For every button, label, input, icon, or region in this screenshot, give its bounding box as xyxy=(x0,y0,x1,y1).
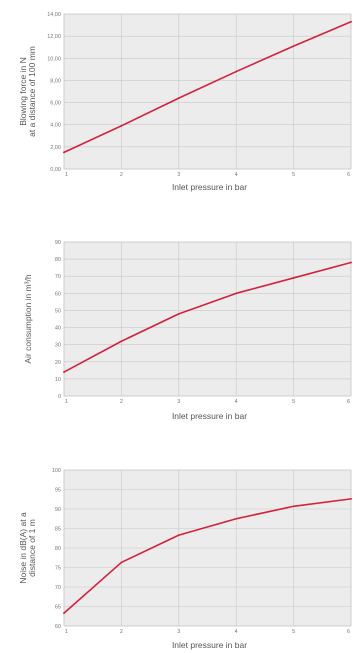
y-tick-label: 0 xyxy=(58,394,61,400)
x-tick-label: 3 xyxy=(177,399,180,405)
y-tick-label: 30 xyxy=(55,343,61,349)
data-point xyxy=(120,561,123,564)
y-tick-label: 0,00 xyxy=(50,167,61,173)
x-tick-label: 2 xyxy=(120,399,123,405)
data-point xyxy=(177,534,180,537)
y-tick-label: 50 xyxy=(55,308,61,314)
data-point xyxy=(63,151,65,154)
y-axis-label: at a distance of 100 mm xyxy=(27,46,37,137)
y-tick-label: 70 xyxy=(55,585,61,591)
x-tick-label: 1 xyxy=(65,172,68,178)
y-tick-label: 10 xyxy=(55,377,61,383)
chart-air-consumption: 0 10 20 30 40 50 60 70 80 90 1 2 3 4 5 6 Inlet pressure … xyxy=(23,240,352,421)
data-point xyxy=(177,97,180,100)
chart-blowing-force: 0,00 2,00 4,00 6,00 8,00 10,00 12,00 14,00 1 2 3 4 5… xyxy=(18,12,352,192)
x-tick-label: 6 xyxy=(347,399,350,405)
x-axis-label: Inlet pressure in bar xyxy=(172,640,247,650)
x-tick-label: 1 xyxy=(65,629,68,635)
data-point xyxy=(292,45,295,48)
x-tick-label: 3 xyxy=(177,629,180,635)
y-axis-label: Blowing force in N xyxy=(18,57,28,126)
y-tick-label: 6,00 xyxy=(50,101,61,107)
series-line-blowing-force xyxy=(63,20,352,154)
y-tick-label: 4,00 xyxy=(50,123,61,129)
series-line-air-consumption xyxy=(63,261,352,373)
x-tick-label: 4 xyxy=(235,629,238,635)
y-tick-label: 10,00 xyxy=(47,56,61,62)
data-point xyxy=(177,312,180,315)
x-tick-label: 6 xyxy=(347,172,350,178)
y-tick-label: 100 xyxy=(52,468,61,474)
y-axis-label: Noise in dB(A) at a xyxy=(18,512,28,584)
y-tick-label: 20 xyxy=(55,360,61,366)
x-tick-label: 6 xyxy=(347,629,350,635)
y-tick-label: 60 xyxy=(55,291,61,297)
data-point xyxy=(63,371,65,373)
x-tick-label: 5 xyxy=(292,172,295,178)
x-tick-label: 2 xyxy=(120,629,123,635)
data-point xyxy=(235,517,238,520)
data-point xyxy=(120,124,123,127)
series-line-noise xyxy=(63,498,352,614)
plot-area-blowing-force xyxy=(63,13,352,170)
x-tick-label: 4 xyxy=(235,172,238,178)
y-tick-label: 70 xyxy=(55,274,61,280)
y-tick-label: 75 xyxy=(55,566,61,572)
y-axis-label: Air consumption in m³/h xyxy=(23,274,33,364)
y-tick-label: 90 xyxy=(55,240,61,246)
x-tick-label: 2 xyxy=(120,172,123,178)
x-tick-label: 1 xyxy=(65,399,68,405)
y-tick-label: 65 xyxy=(55,605,61,611)
y-tick-label: 40 xyxy=(55,326,61,332)
data-point xyxy=(120,340,123,343)
data-point xyxy=(350,261,352,264)
y-tick-label: 95 xyxy=(55,488,61,494)
x-axis-label: Inlet pressure in bar xyxy=(172,411,247,421)
y-tick-label: 80 xyxy=(55,546,61,552)
y-tick-label: 80 xyxy=(55,257,61,263)
y-tick-label: 14,00 xyxy=(47,12,61,18)
y-tick-label: 85 xyxy=(55,527,61,533)
x-tick-label: 3 xyxy=(177,172,180,178)
y-tick-label: 12,00 xyxy=(47,34,61,40)
data-point xyxy=(350,20,352,23)
y-tick-label: 2,00 xyxy=(50,145,61,151)
data-point xyxy=(235,70,238,73)
data-point xyxy=(292,505,295,508)
y-tick-label: 8,00 xyxy=(50,78,61,84)
y-tick-label: 60 xyxy=(55,624,61,630)
data-point xyxy=(292,277,295,279)
data-point xyxy=(235,292,238,295)
y-axis-label: distance of 1 m xyxy=(27,519,37,577)
x-tick-label: 4 xyxy=(235,399,238,405)
x-tick-label: 5 xyxy=(292,399,295,405)
x-tick-label: 5 xyxy=(292,629,295,635)
chart-noise: 60 65 70 75 80 85 90 95 100 1 2 3 4 5 6 Inlet pressure … xyxy=(18,468,352,650)
x-axis-label: Inlet pressure in bar xyxy=(172,182,247,192)
y-tick-label: 90 xyxy=(55,507,61,513)
plot-area-air-consumption xyxy=(63,241,352,397)
data-point xyxy=(350,497,352,500)
data-point xyxy=(63,612,65,615)
